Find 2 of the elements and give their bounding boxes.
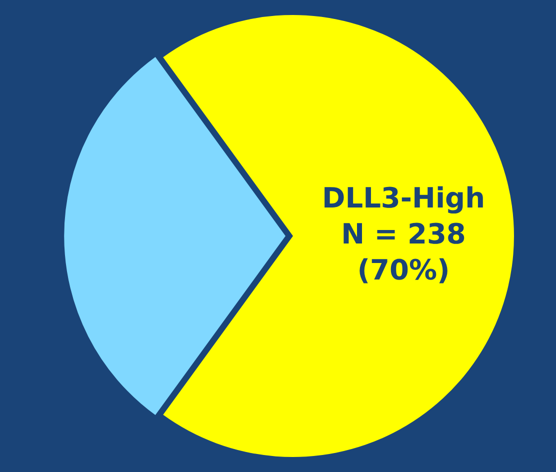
data-label: N = 238 (70%) — [341, 217, 466, 286]
slice-label: DLL3-High — [322, 181, 486, 214]
